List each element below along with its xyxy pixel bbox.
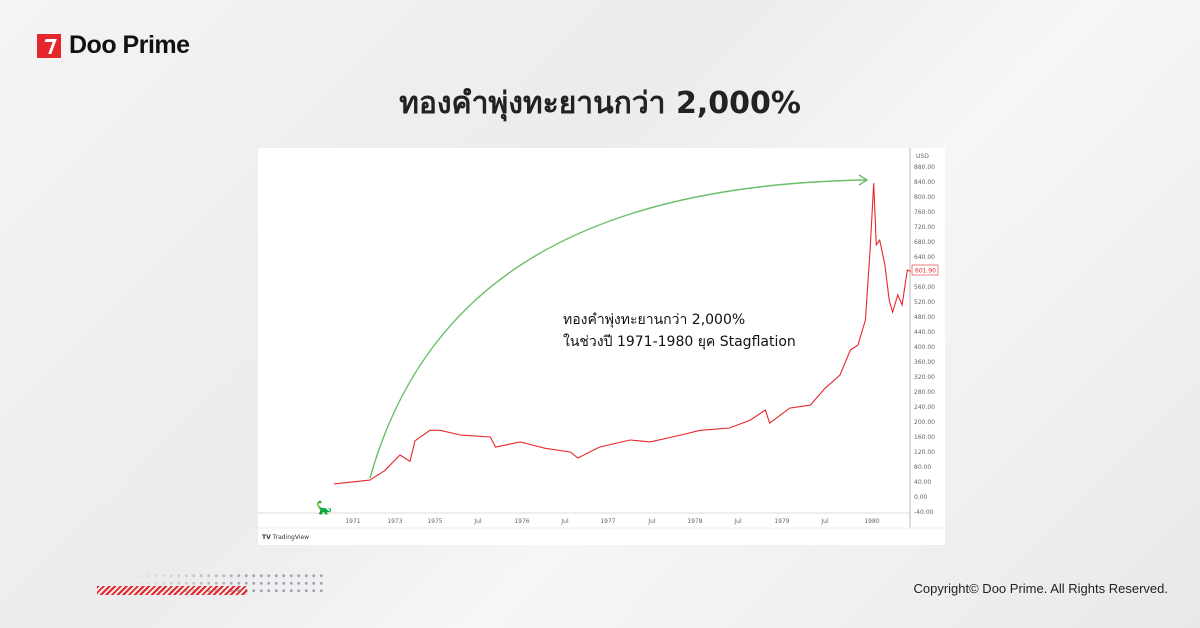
gold-price-chart: USD 880.00 840.00 800.00 760.00 720.00 680.00… [258,148,945,541]
x-tick-label: Jul [647,518,656,525]
y-tick-label: 720.00 [914,224,935,231]
y-tick-label: 280.00 [914,389,935,396]
x-tick-label: 1980 [864,518,879,525]
y-tick-label: 680.00 [914,239,935,246]
y-tick-label: 400.00 [914,344,935,351]
annotation-line-1: ทองคำพุ่งทะยานกว่า 2,000% [563,312,745,328]
y-tick-label: 560.00 [914,284,935,291]
y-tick-label: 160.00 [914,434,935,441]
y-tick-label: 80.00 [914,464,931,471]
growth-arrow [369,179,867,479]
y-tick-label: 240.00 [914,404,935,411]
y-tick-label: 320.00 [914,374,935,381]
x-tick-label: Jul [820,518,829,525]
y-tick-label: 520.00 [914,299,935,306]
y-tick-label: 200.00 [914,419,935,426]
y-tick-label: 40.00 [914,479,931,486]
x-tick-label: Jul [733,518,742,525]
y-tick-label: 800.00 [914,194,935,201]
decorative-stripes [97,586,247,595]
y-tick-label: 760.00 [914,209,935,216]
x-tick-label: 1973 [387,518,402,525]
x-tick-label: 1971 [345,518,360,525]
last-price-label: 601.90 [915,268,936,275]
copyright: Copyright© Doo Prime. All Rights Reserve… [913,581,1168,596]
y-tick-label: 640.00 [914,254,935,261]
y-tick-label: 880.00 [914,164,935,171]
x-tick-label: 1976 [514,518,529,525]
y-tick-label: -40.00 [914,509,934,516]
currency-label: USD [916,153,929,160]
annotation-line-2: ในช่วงปี 1971-1980 ยุค Stagflation [563,333,796,350]
chart-card: USD 880.00 840.00 800.00 760.00 720.00 680.00… [258,148,945,545]
tradingview-watermark: TV TradingView [262,534,309,541]
dino-icon: 🦕 [316,500,332,516]
y-tick-label: 360.00 [914,359,935,366]
x-tick-label: 1975 [427,518,442,525]
y-tick-label: 440.00 [914,329,935,336]
x-tick-label: 1979 [774,518,789,525]
logo-mark-icon [37,33,61,58]
price-line [334,183,911,485]
x-tick-label: 1978 [687,518,702,525]
y-tick-label: 0.00 [914,494,928,501]
x-tick-label: 1977 [600,518,615,525]
brand-name: Doo Prime [69,31,190,59]
arrow-head-icon [858,174,869,186]
y-tick-label: 120.00 [914,449,935,456]
brand-logo: Doo Prime [37,31,190,60]
y-tick-label: 480.00 [914,314,935,321]
x-tick-label: Jul [473,518,482,525]
last-price-badge [911,264,939,276]
y-tick-label: 840.00 [914,179,935,186]
page-title: ทองคำพุ่งทะยานกว่า 2,000% [399,86,801,121]
x-tick-label: Jul [560,518,569,525]
